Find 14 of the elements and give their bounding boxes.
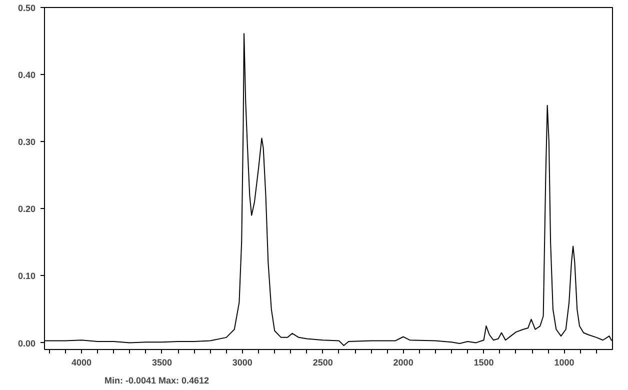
y-tick-label: 0.30 bbox=[18, 137, 36, 148]
x-tick-label: 1000 bbox=[554, 358, 574, 368]
y-tick-label: 0.10 bbox=[18, 271, 36, 282]
x-tick-label: 1500 bbox=[474, 358, 494, 368]
y-tick-label: 0.50 bbox=[18, 3, 36, 13]
x-tick-label: 3500 bbox=[152, 358, 172, 368]
x-tick-label: 2000 bbox=[393, 358, 414, 368]
x-tick-label: 4000 bbox=[72, 358, 92, 368]
text: Min: -0.0041 Max: 0.4612 bbox=[104, 376, 210, 386]
x-tick-label: 3000 bbox=[232, 358, 252, 368]
y-tick-label: 0.20 bbox=[18, 204, 36, 214]
y-tick-label: 0.00 bbox=[18, 338, 36, 348]
y-tick-label: 0.40 bbox=[18, 70, 36, 80]
x-tick-label: 2500 bbox=[312, 358, 333, 368]
